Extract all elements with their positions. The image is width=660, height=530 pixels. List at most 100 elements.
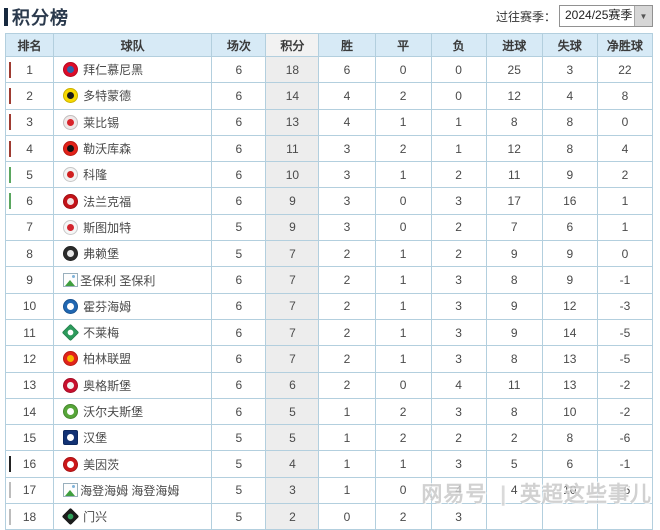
column-header-4: 积分 (265, 33, 320, 57)
rank-number: 6 (26, 194, 33, 209)
qualification-marker (9, 114, 11, 131)
losses-cell: 0 (430, 55, 487, 84)
rank-cell: 4 (4, 134, 55, 163)
rank-number: 3 (26, 115, 33, 130)
goals-against-cell: 6 (541, 450, 598, 478)
goals-for-cell: 5 (485, 450, 543, 478)
table-row: 10 霍芬海姆 6 7 2 1 3 9 12 -3 (4, 292, 654, 320)
team-name: 法兰克福 (83, 194, 132, 209)
table-row: 15 汉堡 5 5 1 2 2 2 8 -6 (4, 424, 654, 452)
goal-diff-cell: 8 (596, 82, 654, 110)
rank-number: 5 (26, 167, 33, 182)
rank-number: 17 (22, 483, 37, 498)
rank-number: 18 (22, 509, 37, 524)
draws-cell: 1 (374, 292, 432, 320)
qualification-marker (9, 482, 11, 499)
standings-table: 排名 球队 场次 积分胜平负进球 失球 净胜球 1 拜仁慕尼黑 6 18 6 0 0 25 3 22 2 多特蒙… (4, 33, 654, 530)
team-logo (63, 351, 79, 367)
table-row: 11 不莱梅 6 7 2 1 3 9 14 -5 (4, 318, 654, 347)
rank-number: 4 (26, 141, 33, 156)
table-row: 9 圣保利 圣保利 6 7 2 1 3 8 9 -1 (4, 266, 654, 294)
wins-cell: 4 (318, 108, 376, 136)
season-select[interactable]: 2024/25赛季 ▼ (559, 5, 653, 27)
losses-cell: 4 (430, 476, 487, 505)
team-cell: 弗赖堡 (53, 240, 213, 268)
goals-against-cell: 6 (541, 213, 598, 242)
goals-for-cell: 8 (485, 108, 543, 136)
goal-diff-cell: -6 (596, 424, 654, 452)
goals-against-cell: 16 (541, 187, 598, 215)
column-header-8: 进球 (485, 33, 543, 57)
goal-diff-cell: 1 (596, 213, 654, 242)
team-cell: 斯图加特 (53, 213, 213, 242)
draws-cell: 1 (374, 450, 432, 478)
table-row: 14 沃尔夫斯堡 6 5 1 2 3 8 10 -2 (4, 397, 654, 426)
losses-cell: 3 (430, 345, 487, 373)
wins-cell: 1 (318, 397, 376, 426)
team-logo-inner (66, 328, 75, 337)
goals-against-cell: 9 (541, 240, 598, 268)
column-header-6: 平 (374, 33, 432, 57)
rank-number: 14 (22, 404, 37, 419)
goals-for-cell: 8 (485, 266, 543, 294)
watermark: 网易号 | 英超这些事儿 (421, 478, 652, 508)
goals-for-cell: 11 (485, 161, 543, 189)
team-logo-inner (67, 302, 75, 310)
wins-cell: 2 (318, 371, 376, 399)
draws-cell: 2 (374, 397, 432, 426)
column-header-9: 失球 (541, 33, 598, 57)
losses-cell: 3 (430, 292, 487, 320)
wins-cell: 3 (318, 134, 376, 163)
wins-cell: 3 (318, 161, 376, 189)
team-logo (63, 430, 79, 446)
losses-cell: 2 (430, 424, 487, 452)
team-cell: 海登海姆 海登海姆 (53, 476, 213, 505)
goals-for-cell: 17 (485, 187, 543, 215)
table-row: 1 拜仁慕尼黑 6 18 6 0 0 25 3 22 (4, 55, 654, 84)
team-logo-inner (66, 512, 75, 521)
team-cell: 科隆 (53, 161, 213, 189)
wins-cell: 0 (318, 503, 376, 530)
team-cell: 多特蒙德 (53, 82, 213, 110)
rank-number: 10 (22, 299, 37, 314)
goals-for-cell: 2 (485, 424, 543, 452)
rank-number: 2 (26, 88, 33, 103)
team-logo-inner (67, 460, 75, 468)
team-logo (61, 507, 80, 526)
played-cell: 6 (211, 161, 267, 189)
rank-cell: 16 (4, 450, 55, 478)
rank-cell: 1 (4, 55, 55, 84)
points-cell: 7 (265, 292, 320, 320)
team-cell: 美因茨 (53, 450, 213, 478)
table-row: 17 海登海姆 海登海姆 5 3 1 0 4 4 10 -6 (4, 476, 654, 505)
table-row: 12 柏林联盟 6 7 2 1 3 8 13 -5 (4, 345, 654, 373)
goals-for-cell: 4 (485, 476, 543, 505)
rank-number: 13 (22, 378, 37, 393)
played-cell: 6 (211, 292, 267, 320)
team-logo (63, 377, 79, 393)
losses-cell: 3 (430, 187, 487, 215)
rank-cell: 3 (4, 108, 55, 136)
chevron-down-icon[interactable]: ▼ (634, 6, 652, 26)
played-cell: 5 (211, 503, 267, 530)
goals-against-cell: 4 (541, 82, 598, 110)
rank-cell: 9 (4, 266, 55, 294)
wins-cell: 2 (318, 240, 376, 268)
column-header-1: 排名 (4, 33, 55, 57)
top-bar: 积分榜 过往赛季： 2024/25赛季 ▼ (0, 0, 660, 33)
losses-cell: 2 (430, 240, 487, 268)
team-name: 门兴 (83, 510, 108, 525)
team-cell: 莱比锡 (53, 108, 213, 136)
season-selector-label: 过往赛季： (495, 9, 556, 24)
points-cell: 7 (265, 240, 320, 268)
goals-against-cell: 9 (541, 161, 598, 189)
team-name: 霍芬海姆 (83, 299, 132, 314)
goals-against-cell: 8 (541, 108, 598, 136)
draws-cell: 1 (374, 345, 432, 373)
played-cell: 6 (211, 266, 267, 294)
goals-against-cell: 13 (541, 345, 598, 373)
rank-cell: 2 (4, 82, 55, 110)
goal-diff-cell: -1 (596, 450, 654, 478)
points-cell: 5 (265, 424, 320, 452)
played-cell: 5 (211, 424, 267, 452)
